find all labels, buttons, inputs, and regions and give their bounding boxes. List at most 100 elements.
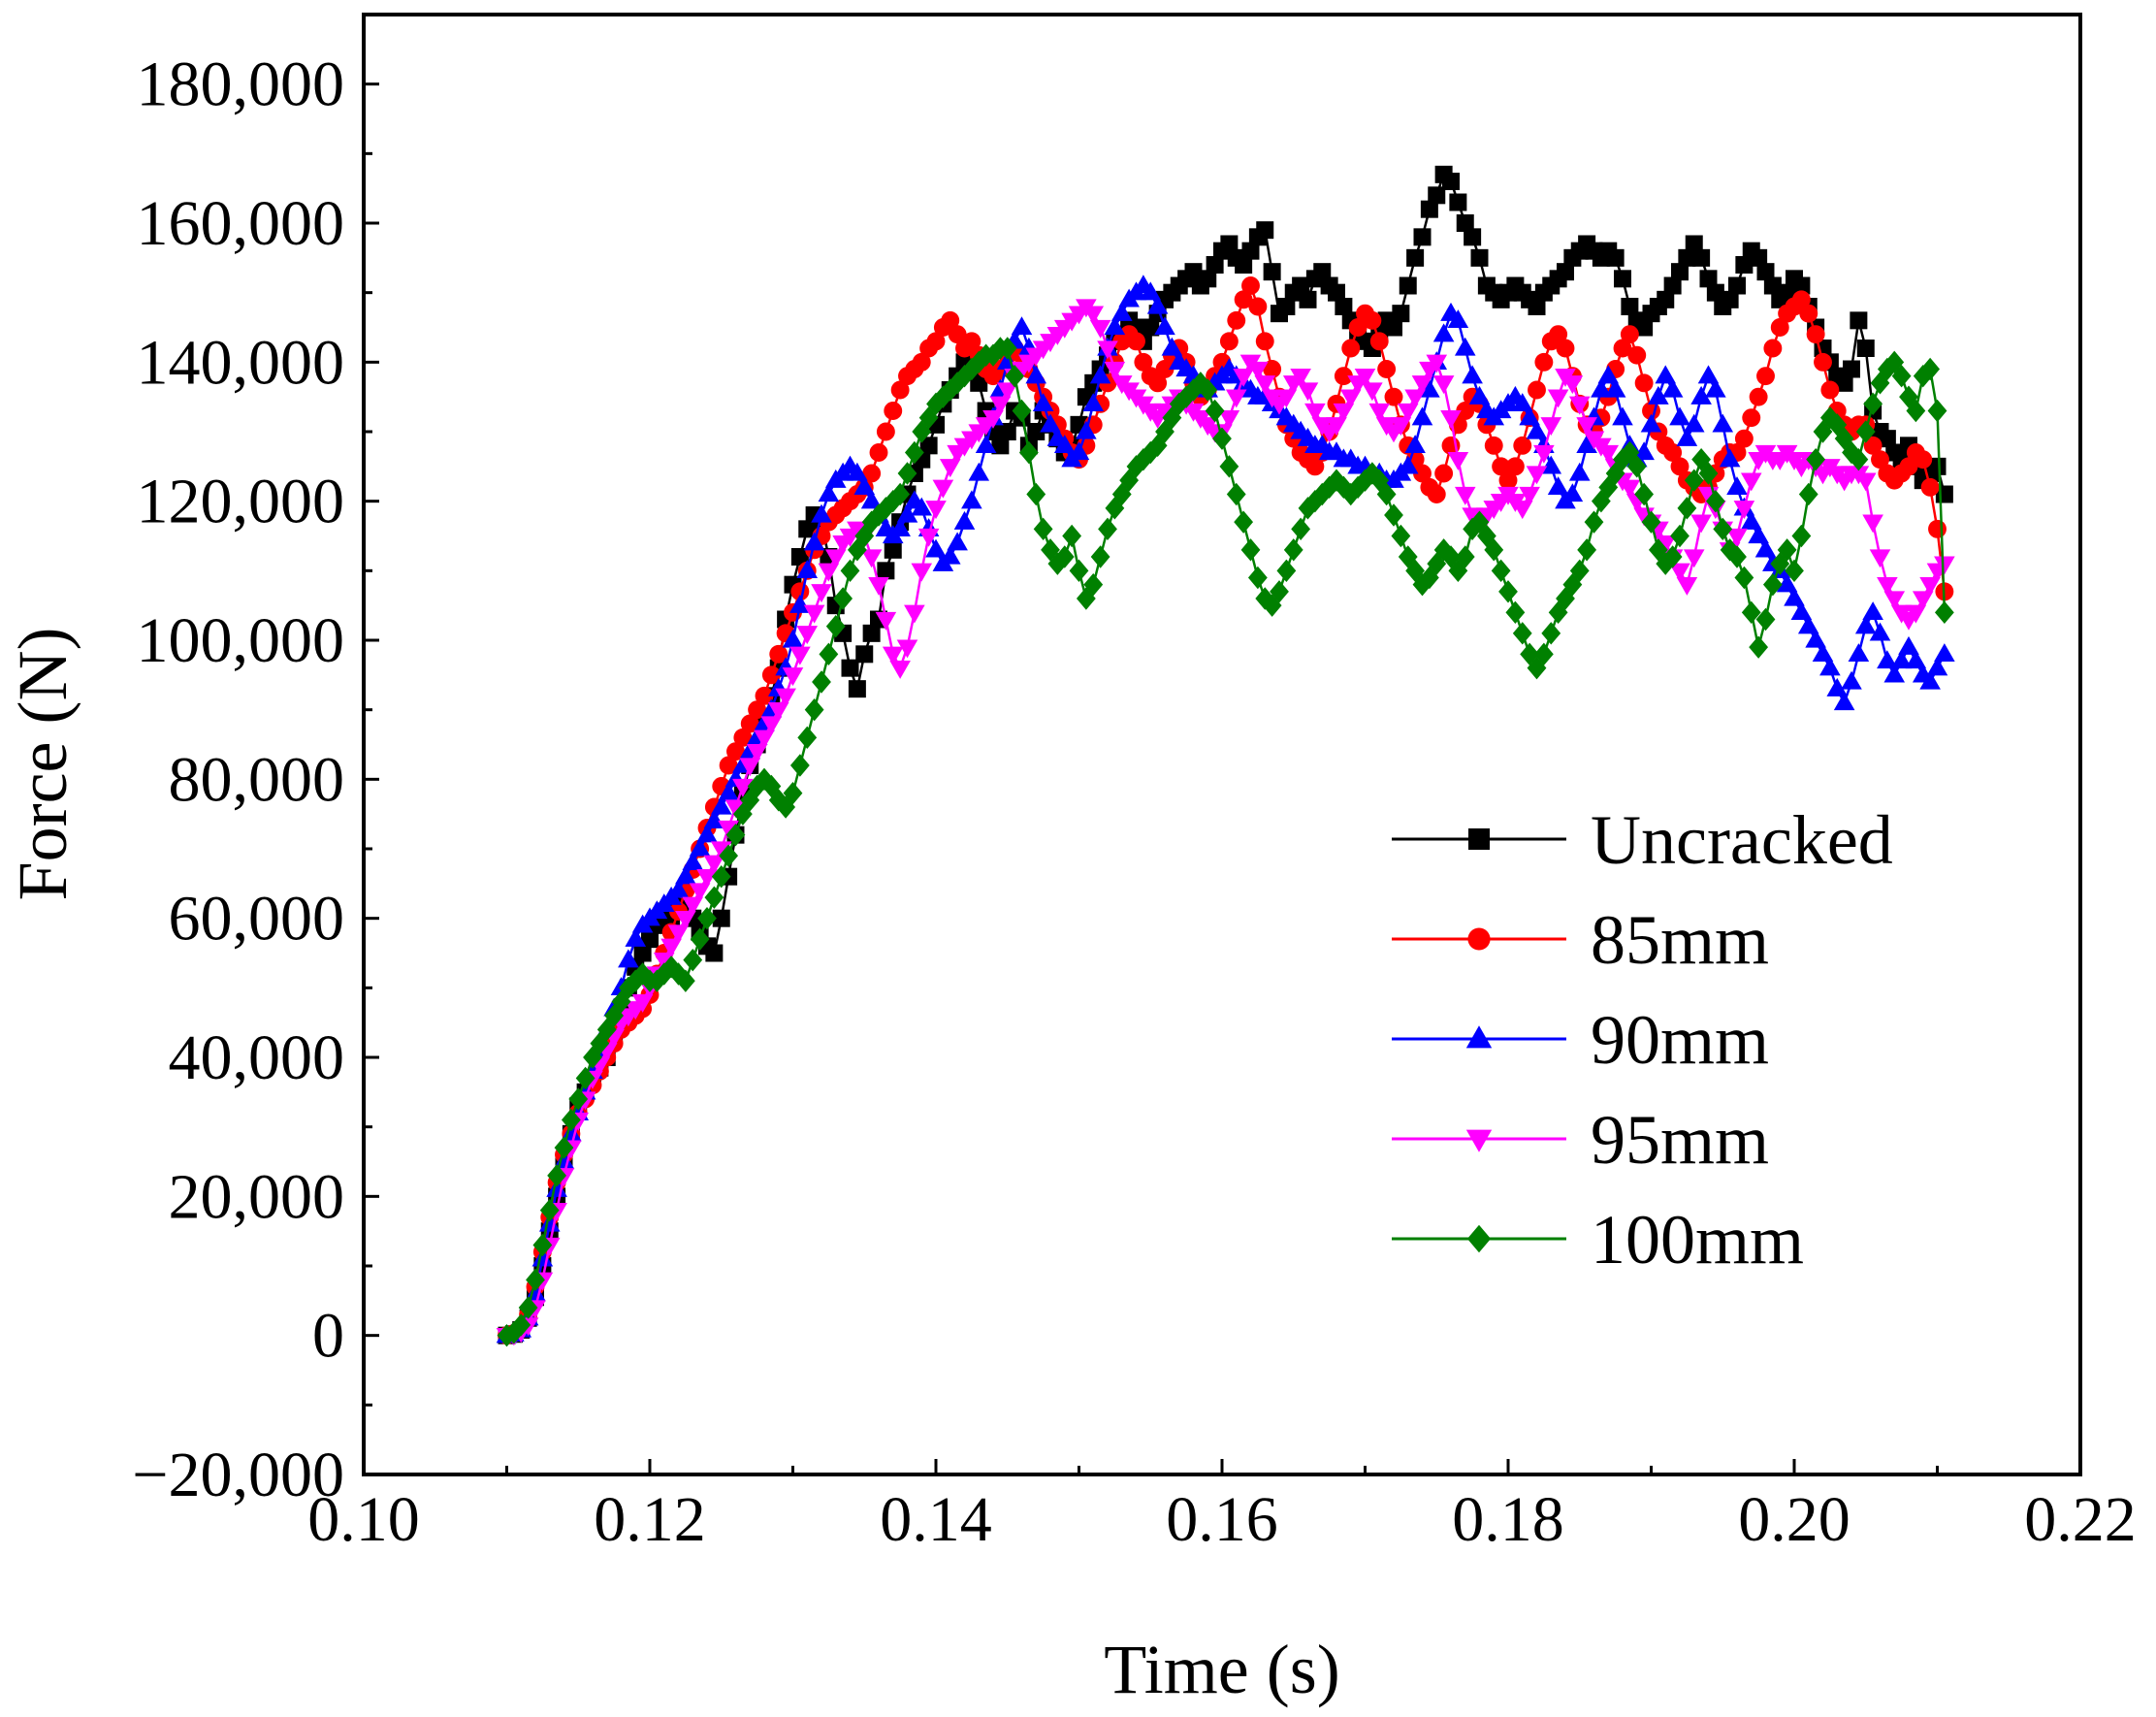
data-point (925, 501, 947, 520)
data-point (712, 909, 730, 927)
data-point (1620, 325, 1639, 344)
data-point (1456, 402, 1475, 420)
data-point (919, 437, 938, 455)
data-point (1104, 316, 1126, 336)
data-point (1634, 373, 1654, 393)
data-point (1235, 256, 1253, 274)
data-point (889, 661, 911, 679)
x-tick-label: 0.16 (1166, 1484, 1278, 1555)
data-point (1883, 591, 1906, 610)
data-point (1533, 444, 1555, 464)
data-point (890, 380, 910, 400)
data-point (575, 1066, 595, 1090)
data-point (796, 626, 819, 645)
data-point (1484, 436, 1503, 455)
legend: Uncracked 85mm 90mm 95mm 100mm (1392, 801, 1893, 1279)
legend-label: 100mm (1591, 1201, 1804, 1279)
data-point (896, 639, 918, 659)
data-point (1749, 635, 1769, 659)
data-point (1339, 389, 1362, 408)
data-point (932, 479, 954, 499)
data-point (1462, 365, 1483, 384)
data-point (1576, 417, 1597, 437)
data-point (1597, 365, 1620, 384)
data-point (1097, 340, 1118, 360)
data-point (1391, 524, 1411, 548)
data-point (1426, 354, 1448, 373)
data-point (1843, 360, 1860, 378)
data-point (803, 604, 825, 624)
data-point (761, 665, 781, 685)
data-point (1283, 538, 1303, 562)
legend-item: 90mm (1392, 1001, 1769, 1079)
data-point (1826, 677, 1849, 697)
data-point (1240, 538, 1261, 562)
legend-marker (1465, 1129, 1493, 1152)
data-point (1799, 304, 1818, 323)
y-tick-label: 160,000 (137, 188, 345, 259)
data-point (1878, 430, 1896, 448)
data-point (1849, 447, 1869, 471)
data-point (818, 483, 840, 502)
data-point (1397, 403, 1419, 422)
data-point (1440, 410, 1462, 429)
data-point (1218, 410, 1240, 429)
data-point (911, 497, 933, 516)
data-point (841, 659, 859, 677)
data-point (1692, 248, 1711, 267)
data-point (1411, 406, 1433, 426)
data-point (1328, 283, 1345, 302)
data-point (1392, 305, 1410, 323)
data-point (1511, 501, 1533, 520)
data-point (782, 667, 804, 687)
data-point (819, 642, 839, 666)
data-point (1640, 413, 1662, 433)
data-point (1454, 486, 1476, 505)
data-point (718, 782, 739, 801)
data-point (1547, 476, 1569, 495)
data-point (911, 563, 933, 582)
data-point (1226, 482, 1246, 506)
legend-label: 90mm (1591, 1001, 1769, 1079)
data-point (860, 490, 883, 509)
data-point (696, 869, 718, 888)
data-point (1928, 457, 1947, 475)
data-point (882, 646, 904, 665)
data-point (732, 778, 754, 797)
data-point (1606, 248, 1625, 267)
data-point (739, 758, 761, 777)
data-point (875, 611, 897, 631)
data-point (1584, 510, 1604, 534)
data-point (1657, 290, 1675, 308)
data-point (1614, 270, 1631, 288)
data-point (1661, 378, 1684, 398)
data-point (1854, 472, 1877, 492)
data-point (1655, 535, 1677, 554)
data-point (1906, 399, 1926, 423)
data-point (1233, 369, 1254, 387)
data-point (1456, 214, 1474, 232)
data-point (1814, 352, 1832, 372)
data-point (1234, 290, 1253, 309)
data-point (690, 927, 710, 951)
data-point (532, 1233, 553, 1257)
data-point (1033, 517, 1053, 541)
data-point (1869, 549, 1891, 568)
data-point (1871, 450, 1889, 470)
axis-layer: 0.10 0.12 0.14 0.16 0.18 0.20 0.22 −20,000 0 20,0… (132, 13, 2137, 1555)
data-point (1054, 545, 1075, 568)
data-point (1820, 380, 1840, 400)
data-point (989, 396, 1012, 415)
data-point (733, 728, 753, 747)
data-point (1534, 352, 1554, 372)
data-point (1406, 248, 1425, 267)
legend-marker (1468, 828, 1490, 850)
data-point (667, 879, 690, 898)
data-point (789, 754, 810, 777)
data-point (1404, 389, 1426, 408)
data-point (1427, 485, 1446, 503)
data-point (896, 503, 918, 523)
data-point (511, 1313, 531, 1337)
data-point (1220, 235, 1239, 253)
data-point (897, 462, 917, 485)
